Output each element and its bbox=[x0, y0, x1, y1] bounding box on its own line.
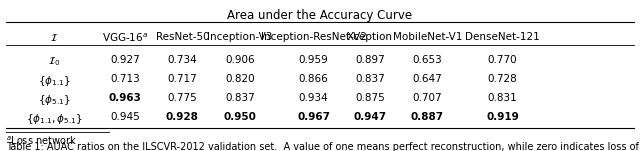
Text: 0.906: 0.906 bbox=[225, 55, 255, 65]
Text: 0.927: 0.927 bbox=[110, 55, 140, 65]
Text: 0.820: 0.820 bbox=[225, 74, 255, 84]
Text: DenseNet-121: DenseNet-121 bbox=[465, 32, 540, 42]
Text: 0.934: 0.934 bbox=[299, 93, 328, 103]
Text: 0.875: 0.875 bbox=[355, 93, 385, 103]
Text: $\{\phi_{1.1}, \phi_{5.1}\}$: $\{\phi_{1.1}, \phi_{5.1}\}$ bbox=[26, 112, 83, 127]
Text: 0.831: 0.831 bbox=[488, 93, 517, 103]
Text: 0.734: 0.734 bbox=[168, 55, 197, 65]
Text: 0.945: 0.945 bbox=[110, 112, 140, 122]
Text: $^a$Loss network: $^a$Loss network bbox=[6, 134, 77, 147]
Text: 0.897: 0.897 bbox=[355, 55, 385, 65]
Text: 0.959: 0.959 bbox=[299, 55, 328, 65]
Text: 0.707: 0.707 bbox=[413, 93, 442, 103]
Text: Area under the Accuracy Curve: Area under the Accuracy Curve bbox=[227, 9, 413, 22]
Text: 0.866: 0.866 bbox=[299, 74, 328, 84]
Text: 0.647: 0.647 bbox=[413, 74, 442, 84]
Text: 0.717: 0.717 bbox=[168, 74, 197, 84]
Text: 0.713: 0.713 bbox=[110, 74, 140, 84]
Text: $\mathcal{I}$: $\mathcal{I}$ bbox=[51, 32, 58, 43]
Text: 0.928: 0.928 bbox=[166, 112, 199, 122]
Text: VGG-16$^a$: VGG-16$^a$ bbox=[102, 32, 148, 44]
Text: Inception-ResNet-V2: Inception-ResNet-V2 bbox=[260, 32, 367, 42]
Text: 0.967: 0.967 bbox=[297, 112, 330, 122]
Text: 0.887: 0.887 bbox=[411, 112, 444, 122]
Text: Inception-V3: Inception-V3 bbox=[207, 32, 273, 42]
Text: 0.728: 0.728 bbox=[488, 74, 517, 84]
Text: $\{\phi_{1.1}\}$: $\{\phi_{1.1}\}$ bbox=[38, 74, 70, 88]
Text: Table 1: AUAC ratios on the ILSCVR-2012 validation set.  A value of one means pe: Table 1: AUAC ratios on the ILSCVR-2012 … bbox=[6, 142, 640, 151]
Text: $\mathcal{I}_0$: $\mathcal{I}_0$ bbox=[48, 55, 61, 68]
Text: ResNet-50: ResNet-50 bbox=[156, 32, 209, 42]
Text: 0.653: 0.653 bbox=[413, 55, 442, 65]
Text: 0.947: 0.947 bbox=[353, 112, 387, 122]
Text: 0.770: 0.770 bbox=[488, 55, 517, 65]
Text: 0.837: 0.837 bbox=[225, 93, 255, 103]
Text: 0.775: 0.775 bbox=[168, 93, 197, 103]
Text: Xception: Xception bbox=[347, 32, 393, 42]
Text: 0.837: 0.837 bbox=[355, 74, 385, 84]
Text: 0.950: 0.950 bbox=[223, 112, 257, 122]
Text: 0.963: 0.963 bbox=[108, 93, 141, 103]
Text: 0.919: 0.919 bbox=[486, 112, 519, 122]
Text: MobileNet-V1: MobileNet-V1 bbox=[393, 32, 462, 42]
Text: $\{\phi_{5.1}\}$: $\{\phi_{5.1}\}$ bbox=[38, 93, 70, 107]
